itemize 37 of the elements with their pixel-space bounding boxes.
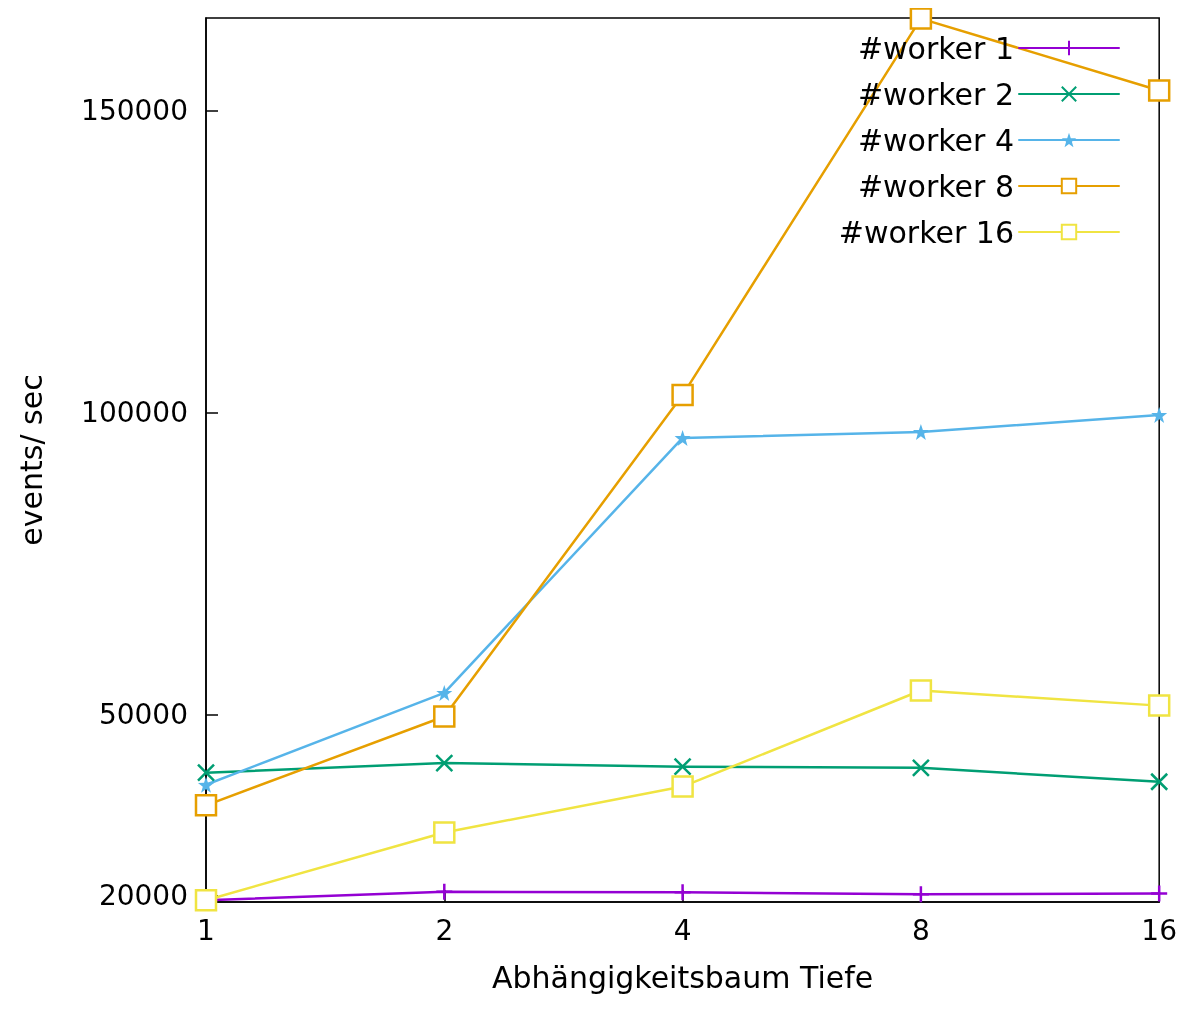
point [671, 383, 694, 407]
point [435, 753, 454, 773]
point [433, 705, 456, 728]
point [911, 758, 931, 778]
y-tick-label: 50000 [98, 698, 188, 732]
y-tick-label: 100000 [81, 396, 188, 430]
legend-label: #worker 8 [857, 168, 1014, 204]
point [671, 775, 694, 798]
point [433, 821, 456, 844]
x-tick-label: 8 [911, 913, 930, 947]
y-tick-label: 150000 [81, 93, 188, 127]
point [673, 883, 692, 902]
point [194, 794, 218, 817]
point [909, 8, 933, 30]
point [196, 763, 216, 782]
x-tick-label: 4 [673, 913, 692, 947]
point [909, 679, 933, 702]
point [1149, 884, 1169, 903]
x-tick-label: 16 [1141, 913, 1178, 947]
point [436, 684, 453, 701]
point [1149, 772, 1169, 792]
point [673, 757, 692, 776]
point [912, 423, 929, 440]
y-tick-label: 20000 [98, 879, 188, 913]
legend-label: #worker 16 [838, 214, 1014, 250]
point [674, 429, 691, 446]
point [435, 882, 454, 901]
x-axis-title: Abhängigkeitsbaum Tiefe [491, 959, 874, 995]
point [1147, 694, 1171, 717]
y-axis-title: events/ sec [13, 374, 49, 546]
x-tick-label: 2 [435, 913, 454, 947]
point [1147, 79, 1171, 102]
point [198, 776, 214, 793]
point [1151, 406, 1168, 423]
legend-label: #worker 4 [857, 122, 1014, 158]
x-tick-label: 1 [197, 913, 215, 947]
point [911, 884, 931, 904]
